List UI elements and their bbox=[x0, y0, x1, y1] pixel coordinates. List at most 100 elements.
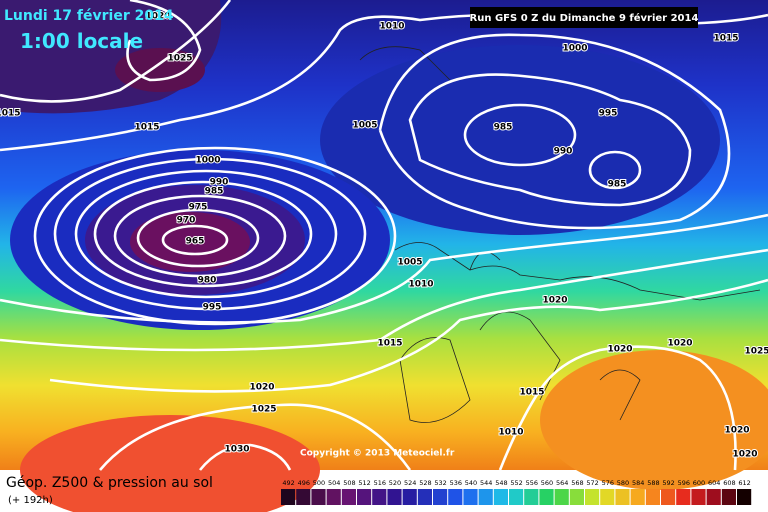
isobar bbox=[93, 180, 313, 288]
scale-label: 572 bbox=[586, 479, 598, 487]
isobar bbox=[136, 208, 260, 268]
isobar bbox=[0, 0, 232, 103]
isobar-label: 1020 bbox=[249, 383, 274, 393]
isobar-label: 1020 bbox=[145, 12, 170, 22]
scale-swatch bbox=[691, 489, 706, 505]
scale-label: 568 bbox=[571, 479, 583, 487]
isobar bbox=[74, 169, 338, 299]
isobar-label: 1010 bbox=[408, 280, 433, 290]
coastline bbox=[359, 46, 761, 423]
forecast-date: Lundi 17 février 2014 bbox=[4, 8, 174, 24]
scale-label: 544 bbox=[480, 479, 492, 487]
scale-label: 536 bbox=[450, 479, 462, 487]
isobar-label: 1025 bbox=[251, 405, 276, 415]
scale-label: 500 bbox=[313, 479, 325, 487]
isobar bbox=[378, 33, 731, 230]
isobar bbox=[0, 213, 768, 324]
isobar bbox=[408, 73, 692, 207]
scale-label: 548 bbox=[495, 479, 507, 487]
scale-label: 580 bbox=[617, 479, 629, 487]
scale-swatch bbox=[630, 489, 645, 505]
isobar-label: 1015 bbox=[713, 34, 738, 44]
warm-area bbox=[540, 350, 768, 490]
isobar bbox=[161, 224, 229, 256]
isobar-label: 1015 bbox=[519, 388, 544, 398]
low-area bbox=[320, 45, 720, 235]
isobar-label: 1015 bbox=[377, 339, 402, 349]
low-core bbox=[130, 212, 250, 272]
scale-label: 600 bbox=[693, 479, 705, 487]
isobar-label: 1025 bbox=[744, 347, 768, 357]
run-info: Run GFS 0 Z du Dimanche 9 février 2014 bbox=[470, 12, 699, 24]
scale-label: 560 bbox=[541, 479, 553, 487]
scale-swatch bbox=[737, 489, 752, 505]
isobar-label: 1020 bbox=[607, 345, 632, 355]
scale-label: 592 bbox=[662, 479, 674, 487]
isobar-label: 965 bbox=[186, 237, 205, 247]
scale-label: 520 bbox=[389, 479, 401, 487]
scale-swatch bbox=[645, 489, 660, 505]
isobar-label: 1015 bbox=[0, 109, 21, 119]
isobar-label: 1010 bbox=[498, 428, 523, 438]
scale-label: 524 bbox=[404, 479, 416, 487]
scale-swatch bbox=[509, 489, 524, 505]
lead-time: (+ 192h) bbox=[8, 495, 53, 506]
isobar bbox=[463, 103, 577, 167]
scale-label: 540 bbox=[465, 479, 477, 487]
scale-swatch bbox=[585, 489, 600, 505]
isobar-label: 1020 bbox=[542, 296, 567, 306]
isobar-label: 975 bbox=[189, 203, 208, 213]
scale-swatch bbox=[311, 489, 326, 505]
map-title: Géop. Z500 & pression au sol bbox=[6, 475, 213, 491]
scale-label: 604 bbox=[708, 479, 720, 487]
isobar bbox=[498, 345, 737, 471]
scale-swatch bbox=[326, 489, 341, 505]
isobar-label: 1020 bbox=[732, 450, 757, 460]
isobar bbox=[33, 146, 397, 326]
isobar-label: 970 bbox=[177, 216, 196, 226]
isobar-label: 985 bbox=[205, 187, 224, 197]
isobar-label: 1005 bbox=[352, 121, 377, 131]
scale-label: 552 bbox=[510, 479, 522, 487]
scale-swatch bbox=[569, 489, 584, 505]
scale-swatch bbox=[281, 489, 296, 505]
isobar bbox=[49, 278, 768, 393]
scale-swatch bbox=[417, 489, 432, 505]
scale-label: 528 bbox=[419, 479, 431, 487]
isobar bbox=[0, 248, 768, 352]
scale-label: 512 bbox=[358, 479, 370, 487]
scale-swatch bbox=[387, 489, 402, 505]
scale-swatch bbox=[463, 489, 478, 505]
scale-label: 504 bbox=[328, 479, 340, 487]
isobar-label: 990 bbox=[210, 178, 229, 188]
isobar-label: 1030 bbox=[224, 445, 249, 455]
scale-swatch bbox=[539, 489, 554, 505]
scale-swatch bbox=[554, 489, 569, 505]
scale-label: 508 bbox=[343, 479, 355, 487]
isobar-label: 980 bbox=[198, 276, 217, 286]
isobar bbox=[588, 150, 642, 190]
isobar bbox=[99, 403, 412, 471]
scale-swatch bbox=[296, 489, 311, 505]
isobar-label: 1015 bbox=[134, 123, 159, 133]
scale-swatch bbox=[676, 489, 691, 505]
isobar-label: 1000 bbox=[195, 156, 220, 166]
isobar-label: 985 bbox=[608, 180, 627, 190]
isobar-label: 995 bbox=[599, 109, 618, 119]
scale-label: 492 bbox=[282, 479, 294, 487]
scale-label: 584 bbox=[632, 479, 644, 487]
scale-swatch bbox=[493, 489, 508, 505]
scale-swatch bbox=[341, 489, 356, 505]
scale-swatch bbox=[433, 489, 448, 505]
scale-label: 556 bbox=[526, 479, 538, 487]
isobar bbox=[198, 443, 292, 471]
scale-label: 608 bbox=[723, 479, 735, 487]
color-scale: 492 496 500 504 508 512 516 520 524 528 532 536 540 5… bbox=[281, 479, 752, 505]
scale-swatch bbox=[524, 489, 539, 505]
high-upper bbox=[115, 48, 205, 92]
isobar-label: 1020 bbox=[667, 339, 692, 349]
scale-swatch bbox=[448, 489, 463, 505]
scale-label: 564 bbox=[556, 479, 568, 487]
